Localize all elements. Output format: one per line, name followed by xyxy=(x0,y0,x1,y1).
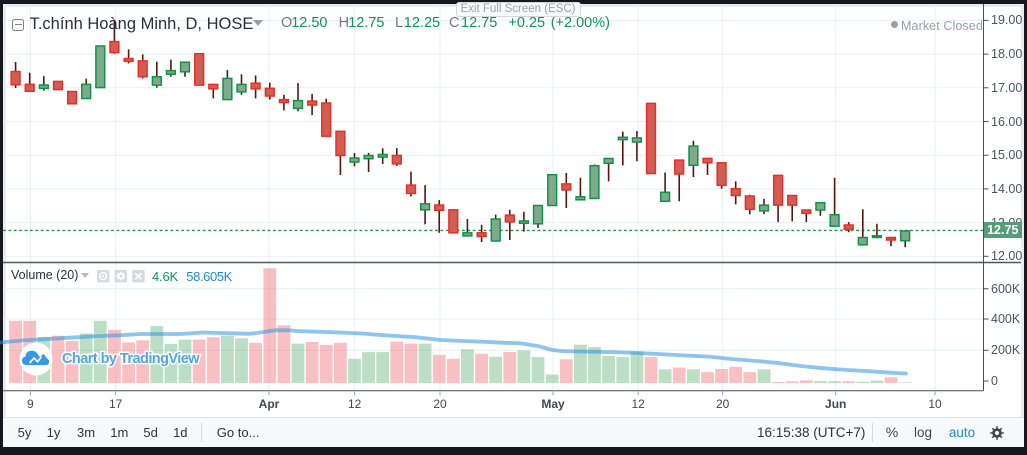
svg-text:Chart by TradingView: Chart by TradingView xyxy=(62,351,200,367)
